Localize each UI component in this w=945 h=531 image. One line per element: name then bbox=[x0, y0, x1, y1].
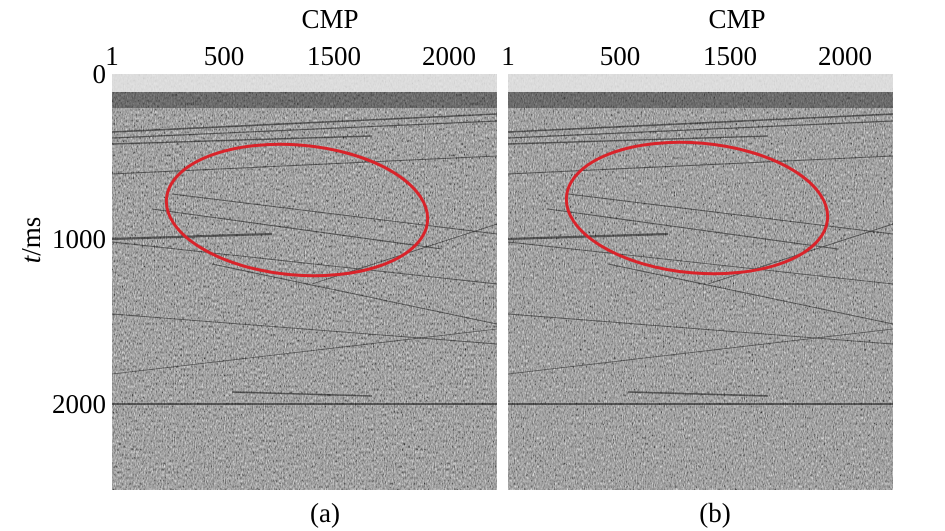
panel-b-reflector bbox=[508, 328, 893, 375]
panel-a: CMP 1 500 1500 2000 (a) bbox=[105, 4, 497, 528]
panel-a-reflector bbox=[151, 208, 443, 250]
panel-b: CMP 1 500 1500 2000 (b) bbox=[501, 4, 893, 528]
y-axis-ticks: 0 1000 2000 bbox=[52, 59, 106, 419]
panel-a-reflector bbox=[231, 391, 373, 397]
panel-a-reflector bbox=[112, 113, 497, 133]
y-axis-title: t/ms bbox=[16, 217, 46, 264]
panel-b-top-strip bbox=[508, 74, 893, 92]
panel-a-first-arrival-band bbox=[112, 92, 497, 108]
panel-a-reflector bbox=[211, 263, 497, 325]
panel-a-reflector bbox=[112, 155, 497, 175]
y-axis-title-unit: /ms bbox=[16, 217, 46, 256]
panel-b-first-arrival-band bbox=[508, 92, 893, 108]
panel-a-highlight-ellipse bbox=[164, 142, 430, 278]
panel-a-x-tick-label: 2000 bbox=[422, 41, 476, 71]
y-tick-label: 1000 bbox=[52, 224, 106, 254]
panel-a-x-tick-label: 1 bbox=[105, 41, 119, 71]
panel-a-reflector bbox=[112, 328, 497, 375]
panel-a-reflector bbox=[112, 313, 497, 345]
panel-a-reflector bbox=[112, 120, 497, 139]
panel-a-reflector bbox=[112, 241, 497, 285]
panel-b-x-ticks: 1 500 1500 2000 bbox=[501, 41, 872, 71]
panel-b-reflector bbox=[508, 120, 893, 139]
panel-b-seismic-texture bbox=[508, 74, 893, 490]
panel-b-highlight-ellipse bbox=[564, 140, 830, 276]
panel-b-label: (b) bbox=[699, 498, 730, 528]
panel-a-reflector bbox=[112, 232, 273, 241]
panel-a-x-ticks: 1 500 1500 2000 bbox=[105, 41, 476, 71]
panel-b-x-tick-label: 500 bbox=[600, 41, 641, 71]
y-tick-label: 2000 bbox=[52, 389, 106, 419]
y-tick-label: 0 bbox=[93, 59, 107, 89]
panel-a-top-strip bbox=[112, 74, 497, 92]
panel-b-reflector bbox=[627, 391, 769, 397]
panel-a-reflectors bbox=[112, 113, 497, 405]
panel-b-reflector bbox=[547, 208, 839, 250]
panel-a-reflector bbox=[112, 135, 373, 145]
panel-a-x-tick-label: 500 bbox=[204, 41, 245, 71]
panel-b-x-tick-label: 2000 bbox=[818, 41, 872, 71]
panel-b-x-axis-title: CMP bbox=[708, 4, 765, 34]
panel-b-reflector bbox=[508, 135, 769, 145]
panel-b-reflector bbox=[508, 313, 893, 345]
panel-a-reflector bbox=[171, 193, 497, 235]
panel-b-reflector bbox=[567, 193, 893, 235]
panel-a-label: (a) bbox=[310, 498, 340, 528]
panel-b-reflector bbox=[607, 263, 893, 325]
panel-b-reflector bbox=[508, 155, 893, 175]
y-axis-title-symbol: t bbox=[16, 254, 46, 263]
panel-b-reflector bbox=[508, 241, 893, 285]
panel-a-x-tick-label: 1500 bbox=[307, 41, 361, 71]
panel-b-x-tick-label: 1 bbox=[501, 41, 515, 71]
panel-b-x-tick-label: 1500 bbox=[703, 41, 757, 71]
panel-b-reflectors bbox=[508, 113, 893, 405]
panel-b-reflector bbox=[508, 113, 893, 133]
panel-a-seismic-texture bbox=[112, 74, 497, 490]
panel-a-x-axis-title: CMP bbox=[301, 4, 358, 34]
